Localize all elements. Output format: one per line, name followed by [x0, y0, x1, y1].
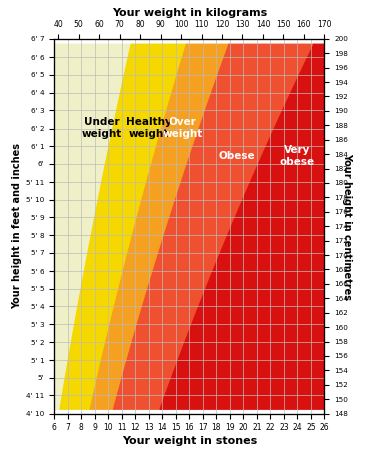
Text: Under
weight: Under weight [81, 117, 122, 139]
Text: Very
obese: Very obese [280, 145, 315, 167]
Text: Healthy
weight: Healthy weight [126, 117, 172, 139]
Text: Obese: Obese [218, 151, 255, 161]
X-axis label: Your weight in kilograms: Your weight in kilograms [112, 8, 267, 18]
Y-axis label: Your height in feet and inches: Your height in feet and inches [12, 143, 22, 309]
X-axis label: Your weight in stones: Your weight in stones [122, 436, 257, 446]
Text: Over
weight: Over weight [162, 117, 203, 139]
Y-axis label: Your height in centimetres: Your height in centimetres [342, 153, 352, 300]
